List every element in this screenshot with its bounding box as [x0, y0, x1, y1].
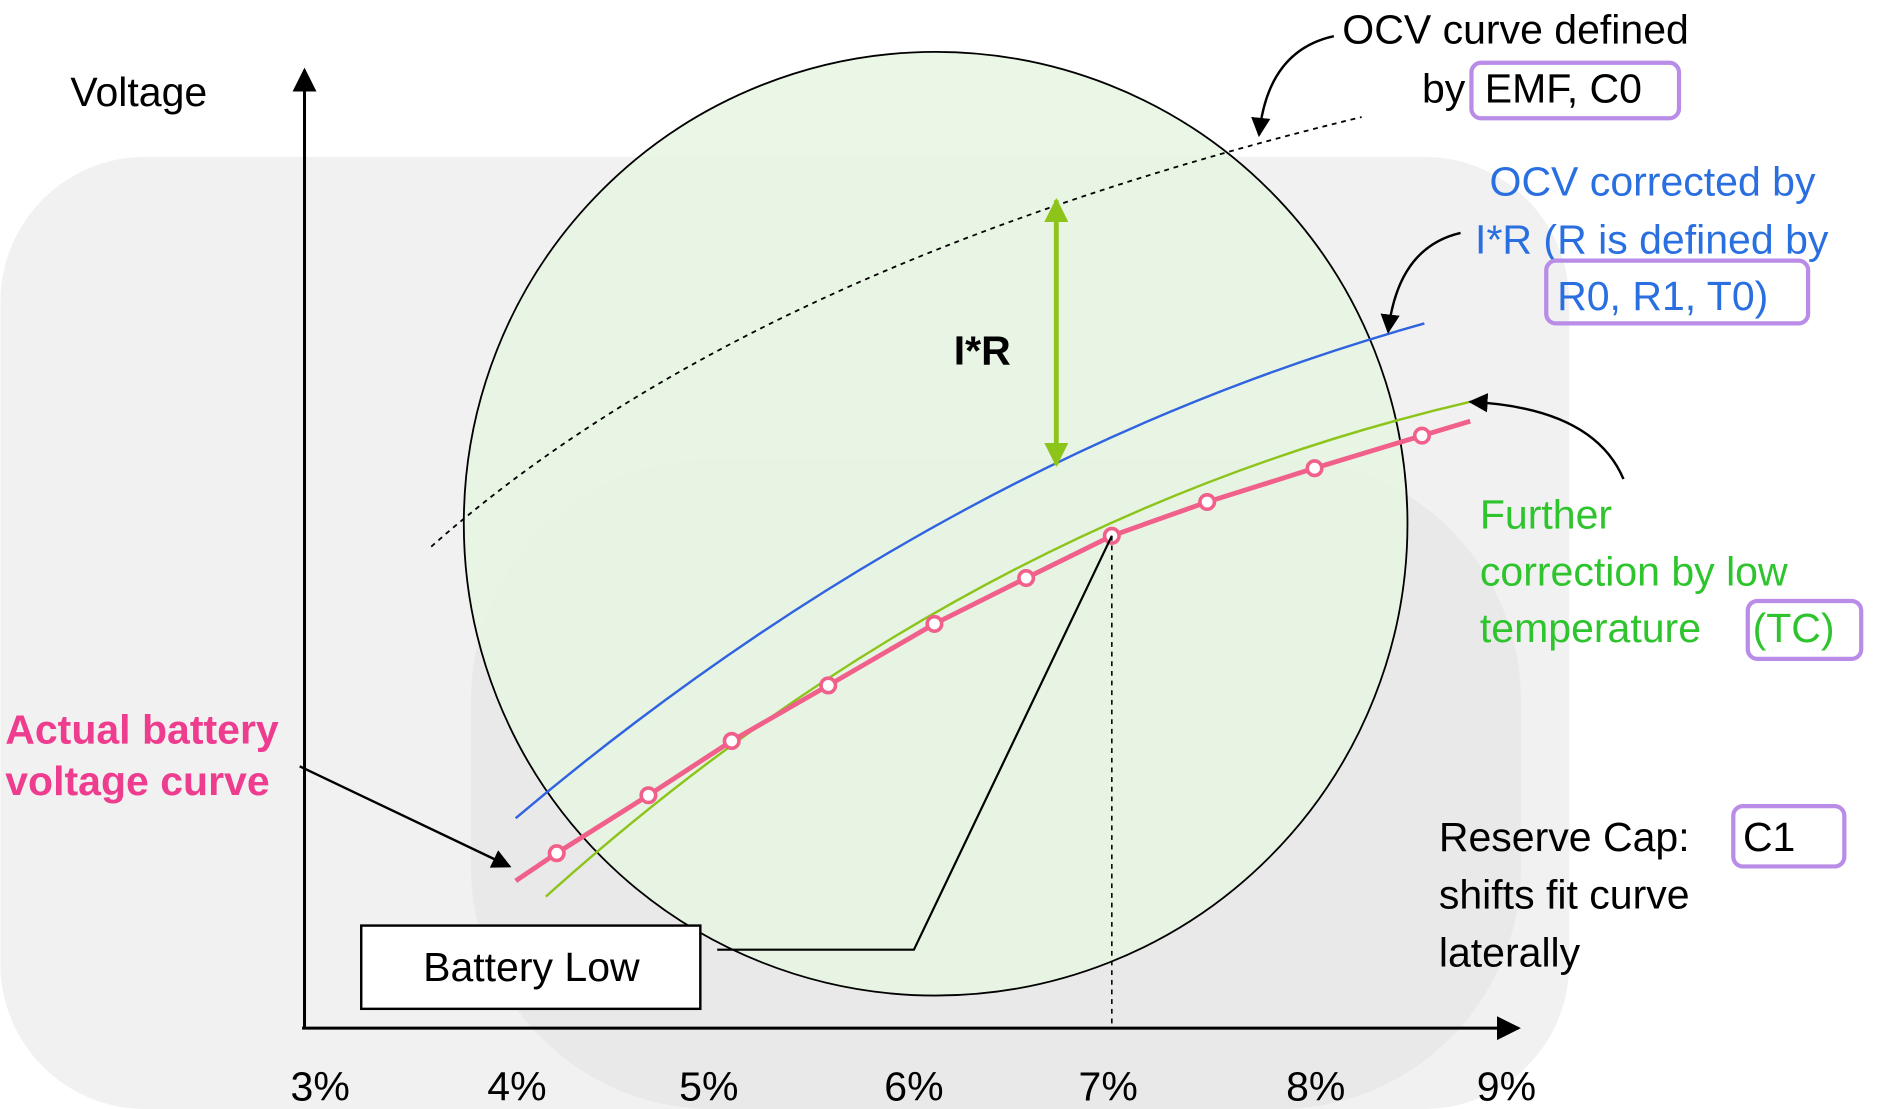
param-box: [1469, 60, 1682, 121]
battery-low-box: [360, 924, 702, 1011]
ocv-label: OCV curve defined: [1342, 6, 1689, 52]
corrected-curve: [514, 322, 1425, 820]
x-tick-label: 9%: [1477, 1064, 1536, 1109]
ocv-param: EMF, C0: [1485, 66, 1642, 112]
further-param: (TC): [1753, 605, 1835, 651]
actual-curve: [514, 418, 1471, 883]
param-box: [1731, 803, 1847, 869]
param-box: [1745, 598, 1864, 661]
y-axis-label: Voltage: [70, 69, 207, 115]
reserve-label: Reserve Cap:: [1439, 814, 1690, 860]
actual-label: voltage curve: [5, 758, 269, 804]
x-tick-labels: 3% 4% 5% 6% 7% 8% 9%: [291, 1064, 1537, 1109]
ir-label: I*R: [954, 327, 1011, 373]
battery-low-label: Battery Low: [423, 944, 640, 990]
x-tick-label: 8%: [1286, 1064, 1345, 1109]
x-tick-label: 3%: [291, 1064, 350, 1109]
x-tick-label: 4%: [487, 1064, 546, 1109]
curve-points: [547, 426, 1432, 863]
further-label: correction by low: [1480, 548, 1788, 594]
further-label: temperature: [1480, 605, 1701, 651]
low-temp-curve: [545, 400, 1471, 898]
focus-circle: [462, 50, 1409, 997]
corrected-label: I*R (R is defined by: [1475, 216, 1829, 262]
corrected-param: R0, R1, T0): [1557, 273, 1768, 319]
ocv-arrow: [1251, 35, 1335, 138]
ocv-curve: [430, 116, 1362, 548]
further-arrow: [1468, 393, 1625, 480]
battery-low-leader: [717, 535, 1113, 951]
x-tick-label: 6%: [884, 1064, 943, 1109]
x-tick-label: 5%: [679, 1064, 738, 1109]
param-box: [1544, 258, 1811, 326]
x-tick-label: 7%: [1079, 1064, 1138, 1109]
reserve-label: shifts fit curve: [1439, 872, 1690, 918]
actual-label: Actual battery: [5, 706, 279, 752]
corrected-label: OCV corrected by: [1490, 158, 1816, 204]
further-label: Further: [1480, 492, 1612, 538]
actual-arrow: [299, 765, 512, 868]
ocv-label: by: [1422, 66, 1466, 112]
reserve-label: laterally: [1439, 930, 1581, 976]
corrected-arrow: [1380, 231, 1461, 334]
reserve-param: C1: [1743, 814, 1795, 860]
